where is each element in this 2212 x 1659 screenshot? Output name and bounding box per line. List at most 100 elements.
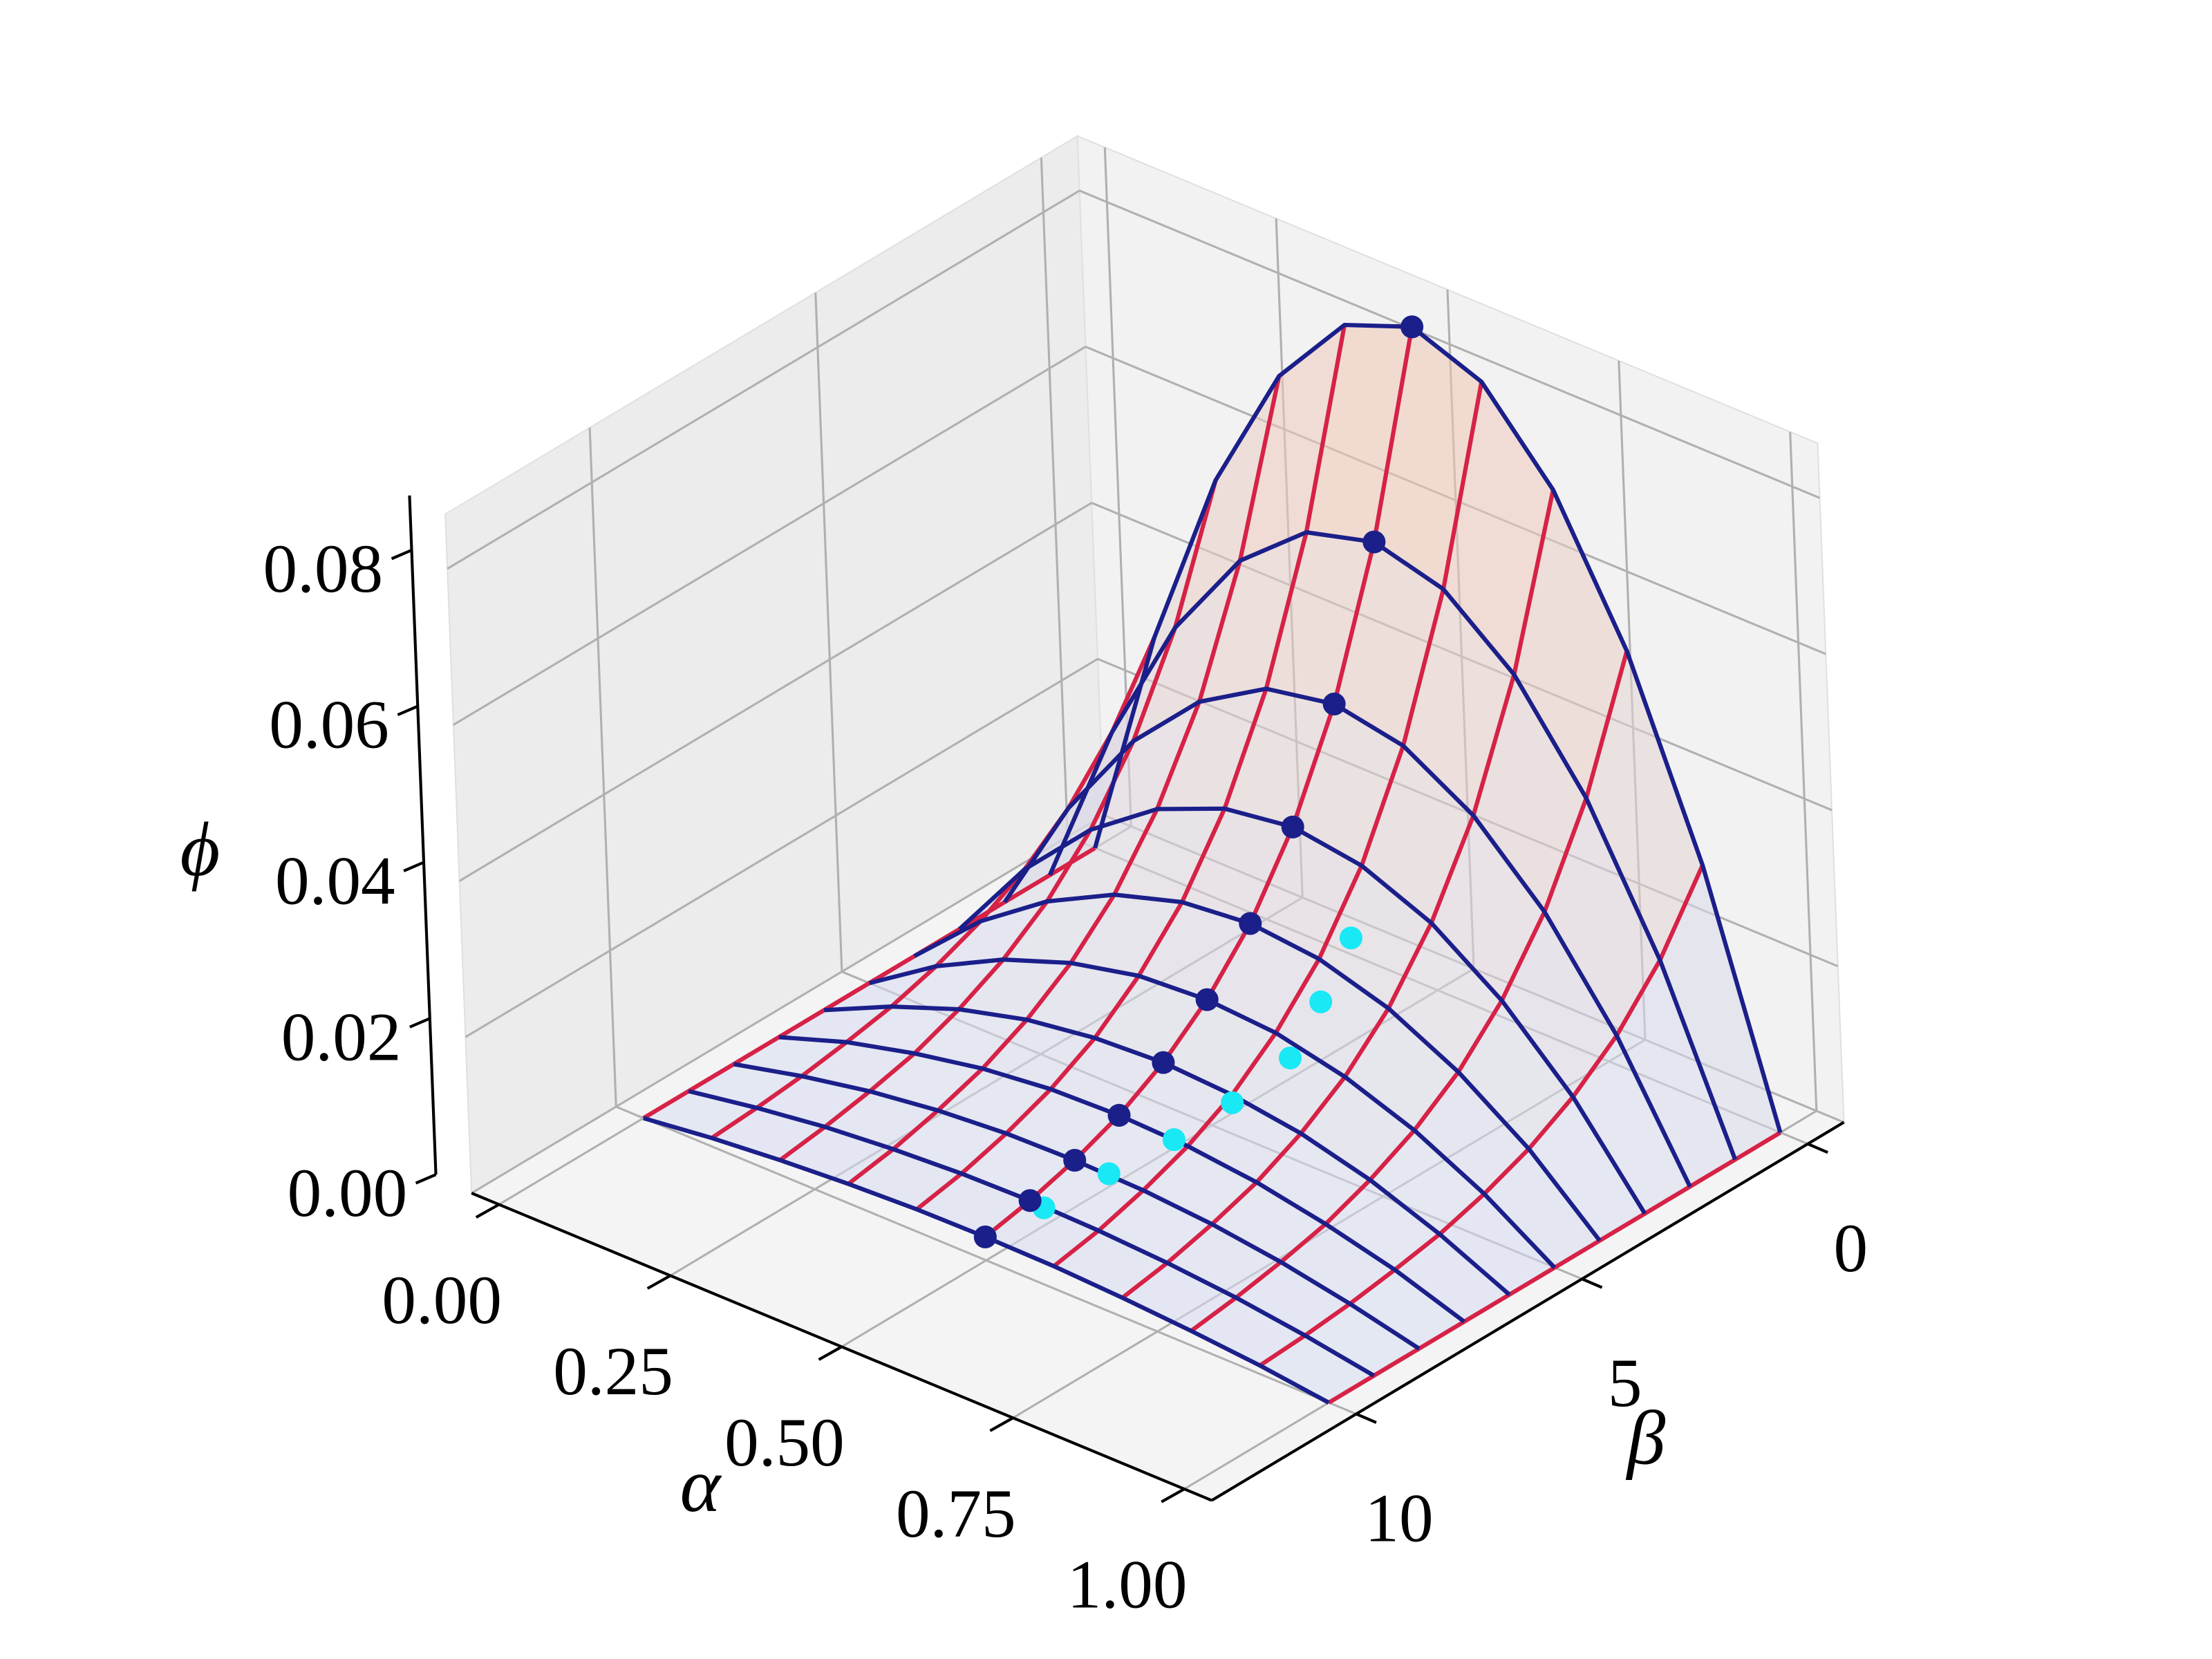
axes: 0.00 0.25 0.50 0.75 1.00 0 5 10 0.00 0.02 0.04 0.06…: [263, 495, 1868, 1623]
x-tick-label: 0.25: [553, 1334, 673, 1409]
y-tick: [1807, 1142, 1828, 1154]
x-tick: [818, 1345, 843, 1361]
grid-line: [1040, 157, 1069, 837]
scatter-point: [1162, 1128, 1185, 1152]
surface-cell: [1544, 798, 1660, 1036]
scatter-point: [1322, 692, 1346, 715]
surface-cell: [1157, 688, 1266, 809]
surface-cell: [1388, 923, 1502, 1072]
surface-cell: [1443, 382, 1553, 675]
scatter-point: [1362, 530, 1386, 554]
x-tick-label: 0.75: [896, 1477, 1016, 1552]
surface-cell: [1181, 808, 1293, 924]
grid-line: [1789, 431, 1818, 1112]
scatter-point: [1339, 926, 1362, 950]
scatter-point: [1400, 315, 1424, 339]
surface-cell: [1414, 1071, 1529, 1194]
grid-line: [447, 189, 1080, 570]
surface-cell: [1573, 1035, 1690, 1214]
grid-line: [465, 657, 1098, 1038]
y-tick: [1581, 1277, 1603, 1289]
x-tick: [646, 1274, 671, 1290]
surface-cell: [1266, 532, 1374, 704]
x-tick: [475, 1203, 500, 1219]
z-axis-line: [408, 495, 438, 1175]
surface-cell: [982, 1020, 1095, 1089]
surface-cell: [1344, 1008, 1459, 1131]
surface-cell: [1616, 959, 1736, 1187]
surface-cell: [1212, 1182, 1326, 1262]
surface-cell: [1458, 1000, 1573, 1150]
z-tick-label: 0.08: [263, 532, 384, 607]
surface-cell: [1175, 376, 1280, 628]
surface-cell: [1094, 975, 1208, 1063]
x-tick-label: 1.00: [1067, 1548, 1188, 1623]
x-axis-label: α: [680, 1443, 722, 1528]
surface-cell: [1122, 1262, 1237, 1331]
surface-cell: [1370, 1130, 1485, 1235]
surface-cell: [1027, 963, 1139, 1038]
surface-cell: [1304, 1304, 1419, 1376]
surface-cell: [1071, 894, 1182, 976]
surface-cell: [1300, 1076, 1415, 1180]
scatter-point: [1063, 1148, 1087, 1172]
surface-cell: [1167, 1224, 1282, 1298]
surface-cell: [1199, 532, 1306, 702]
scatter-point: [1281, 815, 1304, 838]
scatter-point: [1309, 990, 1333, 1013]
surface-cell: [1003, 894, 1114, 964]
surface-cell: [1098, 1190, 1212, 1263]
x-tick: [1161, 1488, 1185, 1503]
surface-cell: [1239, 325, 1345, 561]
grid-line: [1079, 189, 1821, 499]
surface-cell: [936, 901, 1047, 966]
surface-cell: [1439, 1194, 1555, 1295]
y-axis-label: β: [1626, 1396, 1666, 1481]
x-axis-line: [471, 1192, 1212, 1502]
scatter-point: [1107, 1103, 1131, 1127]
surface-cell: [1133, 561, 1240, 742]
surface-cell: [1306, 325, 1412, 543]
surface-cell: [1394, 1234, 1510, 1322]
surface-cell: [1143, 1146, 1257, 1224]
scatter-point: [1239, 912, 1262, 935]
scatter-point: [1152, 1051, 1175, 1074]
surface-cell: [1586, 650, 1703, 960]
surface-cell: [846, 1006, 959, 1053]
x-tick-label: 0.00: [382, 1263, 502, 1338]
surface-cell: [824, 966, 937, 1011]
surface-cell: [1281, 1224, 1395, 1304]
surface-cell: [1236, 1262, 1350, 1335]
surface-cell: [1660, 865, 1781, 1160]
y-tick-label: 10: [1365, 1481, 1433, 1557]
x-tick: [989, 1416, 1014, 1432]
z-tick: [403, 861, 424, 872]
grid-line: [471, 814, 1105, 1194]
surface-cell: [1138, 902, 1250, 1000]
surface-cell: [914, 1009, 1027, 1069]
surface-cell: [891, 959, 1004, 1010]
surface-cell: [1484, 1149, 1600, 1268]
grid-line: [615, 1105, 1357, 1415]
grid-line: [453, 346, 1087, 726]
scatter-point: [973, 1225, 997, 1248]
grid-line: [814, 292, 843, 972]
surface-cell: [959, 959, 1071, 1020]
z-tick-label: 0.06: [269, 688, 389, 763]
scatter-point: [1097, 1162, 1121, 1185]
y-tick-label: 0: [1833, 1211, 1868, 1286]
z-tick-label: 0.04: [275, 844, 395, 919]
surface-cell: [985, 1200, 1099, 1266]
z-tick: [415, 1173, 437, 1185]
y-tick: [1356, 1412, 1377, 1424]
surface-cell: [1224, 688, 1335, 827]
grid-line: [458, 502, 1093, 882]
surface-cell: [1256, 1133, 1371, 1224]
surface-cell: [733, 1037, 847, 1076]
surface-cell: [801, 1042, 915, 1091]
surface-cell: [1047, 809, 1158, 901]
surface: [642, 315, 1783, 1405]
scatter-point: [1221, 1091, 1244, 1114]
z-tick: [409, 1017, 431, 1029]
